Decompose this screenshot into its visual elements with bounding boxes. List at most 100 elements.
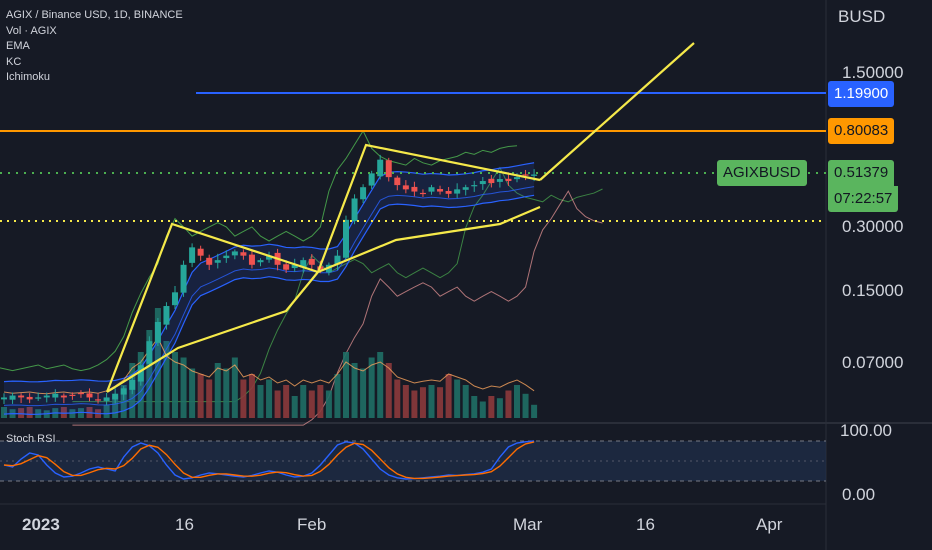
time-tick-apr: Apr <box>756 515 783 534</box>
volume-bar <box>462 385 469 418</box>
volume-bar <box>419 387 426 418</box>
indicator-ichimoku[interactable]: Ichimoku <box>6 71 51 83</box>
indicator-ema[interactable]: EMA <box>6 40 30 52</box>
indicator-kc[interactable]: KC <box>6 55 22 68</box>
candle-body <box>308 259 315 265</box>
candle-body <box>129 380 136 390</box>
volume-bar <box>308 390 315 418</box>
time-tick-2023: 2023 <box>22 515 60 534</box>
candle-body <box>154 322 161 343</box>
pennant-1-upper[interactable] <box>105 222 319 393</box>
projection-arrow-line[interactable] <box>539 42 695 181</box>
candle-body <box>257 260 264 263</box>
candle-body <box>283 264 290 270</box>
candle-body <box>1 397 7 400</box>
volume-bar <box>189 368 196 418</box>
candle-body <box>377 159 384 177</box>
candle-body <box>505 178 512 182</box>
volume-bar <box>377 352 384 418</box>
stoch-d-line <box>3 441 535 480</box>
volume-bar <box>231 357 238 418</box>
volume-bar <box>274 390 281 418</box>
price-tick-0-3: 0.30000 <box>842 217 903 236</box>
candle-body <box>522 174 529 176</box>
volume-bar <box>257 385 264 418</box>
stoch-rsi-label: Stoch RSI <box>6 433 56 445</box>
volume-bar <box>266 379 273 418</box>
volume-bar <box>163 341 170 418</box>
volume-bar <box>488 396 495 418</box>
last-price-tag: 0.51379 <box>828 160 895 186</box>
candle-body <box>60 395 67 398</box>
volume-bar <box>428 385 435 418</box>
candle-body <box>18 395 25 398</box>
candle-body <box>240 252 247 256</box>
candle-body <box>266 255 273 260</box>
pennant-2-upper[interactable] <box>316 143 541 273</box>
volume-bar <box>360 368 367 418</box>
volume-bar <box>77 408 84 418</box>
candle-body <box>334 255 341 265</box>
volume-bar <box>300 385 307 418</box>
candle-body <box>163 306 170 325</box>
candle-body <box>180 264 187 293</box>
volume-bar <box>514 385 520 418</box>
volume-bar <box>411 390 418 418</box>
candle-body <box>514 177 520 180</box>
symbol-title[interactable]: AGIX / Binance USD, 1D, BINANCE <box>6 9 183 21</box>
volume-bar <box>206 379 213 418</box>
kc-lower-line <box>3 194 535 415</box>
pennant-1-lower[interactable] <box>106 271 319 393</box>
candle-body <box>248 254 255 265</box>
volume-bar <box>240 379 247 418</box>
kc-upper-line <box>3 162 535 383</box>
keltner-channel-layer <box>3 162 535 415</box>
volume-bar <box>394 379 401 418</box>
pennant-2-lower[interactable] <box>317 205 541 274</box>
volume-bar <box>223 368 230 418</box>
volume-bar <box>351 363 358 418</box>
candle-body <box>479 181 486 185</box>
volume-bar <box>248 374 255 418</box>
volume-bar <box>172 352 178 418</box>
volume-bar <box>325 390 332 418</box>
candle-body <box>351 198 358 222</box>
stoch-k-line <box>3 440 535 480</box>
indicator-volume[interactable]: Vol · AGIX <box>6 24 57 37</box>
candle-body <box>300 260 307 268</box>
stoch-rsi-layer <box>3 440 535 480</box>
volume-bar <box>368 357 375 418</box>
candle-body <box>35 397 42 399</box>
volume-bar <box>496 398 503 418</box>
volume-bar <box>343 352 349 418</box>
volume-ma-line <box>3 337 535 395</box>
time-tick-feb: Feb <box>297 515 326 534</box>
volume-bar <box>197 374 204 418</box>
candle-body <box>402 185 409 190</box>
candle-body <box>411 186 418 192</box>
price-tick-0-07: 0.07000 <box>842 353 903 372</box>
candle-body <box>189 247 196 263</box>
volume-bar <box>120 385 127 418</box>
stoch-tick-100: 100.00 <box>840 421 892 440</box>
volume-bar <box>112 396 119 418</box>
candle-body <box>146 341 153 364</box>
volume-bar <box>505 390 512 418</box>
candle-body <box>462 187 469 190</box>
volume-bar <box>146 330 153 418</box>
candle-body <box>445 190 452 194</box>
price-tick-0-15: 0.15000 <box>842 281 903 300</box>
time-tick-mar-16: 16 <box>636 515 655 534</box>
volume-bar <box>445 374 452 418</box>
candle-body <box>531 174 538 176</box>
candle-body <box>86 393 93 398</box>
main-pane-bg <box>0 0 826 421</box>
volume-bar <box>334 374 341 418</box>
candle-body <box>103 397 110 401</box>
candle-body <box>385 160 392 178</box>
candle-body <box>43 395 50 398</box>
candle-body <box>394 177 401 186</box>
orange-level-tag: 0.80083 <box>828 118 895 144</box>
volume-bar <box>26 407 33 418</box>
